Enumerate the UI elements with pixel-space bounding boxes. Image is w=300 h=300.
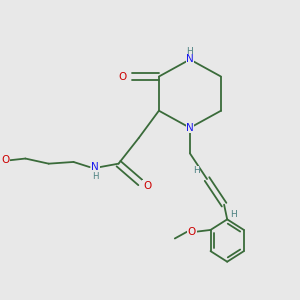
Text: O: O	[143, 181, 151, 191]
Text: N: N	[186, 55, 194, 64]
Text: H: H	[92, 172, 98, 181]
Text: N: N	[92, 162, 99, 172]
Text: O: O	[118, 71, 126, 82]
Text: N: N	[186, 123, 194, 133]
Text: H: H	[193, 166, 200, 175]
Text: O: O	[188, 227, 196, 237]
Text: H: H	[230, 210, 237, 219]
Text: O: O	[1, 155, 9, 165]
Text: H: H	[187, 47, 193, 56]
